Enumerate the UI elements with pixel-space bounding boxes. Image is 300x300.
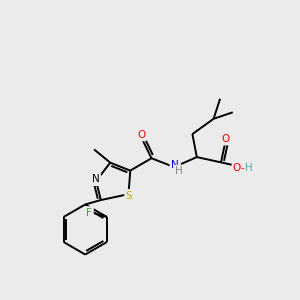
- Text: -: -: [241, 163, 244, 173]
- Text: S: S: [126, 190, 132, 201]
- Text: N: N: [92, 174, 99, 184]
- Text: N: N: [171, 160, 179, 170]
- Text: H: H: [175, 166, 183, 176]
- Text: O: O: [232, 163, 240, 173]
- Text: O: O: [137, 130, 145, 140]
- Text: H: H: [244, 163, 252, 173]
- Text: F: F: [86, 208, 92, 218]
- Text: methyl lines below: methyl lines below: [94, 135, 224, 149]
- Text: O: O: [221, 134, 230, 144]
